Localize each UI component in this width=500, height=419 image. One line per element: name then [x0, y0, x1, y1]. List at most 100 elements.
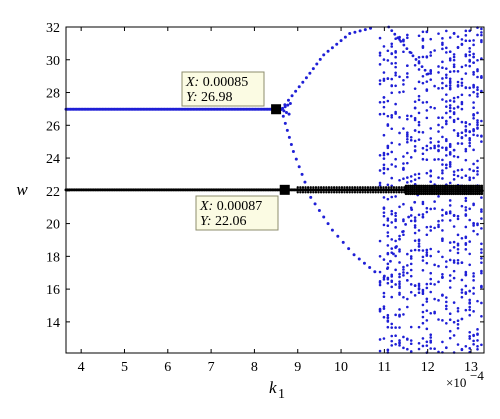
chaotic-point	[429, 37, 433, 41]
chaotic-point	[421, 337, 425, 340]
chaotic-point	[476, 344, 479, 348]
chaotic-point	[476, 347, 479, 351]
chaotic-point	[476, 232, 479, 236]
chaotic-point	[402, 83, 405, 86]
black-branch-point	[304, 191, 307, 194]
chaotic-point	[382, 100, 386, 104]
chaotic-point	[445, 346, 448, 349]
chaotic-point	[456, 46, 460, 49]
chaotic-point	[445, 166, 448, 170]
loop-upper-point	[297, 85, 301, 89]
chaotic-point	[429, 333, 433, 337]
chaotic-point	[398, 339, 401, 342]
chaotic-point	[402, 202, 405, 206]
black-dense-point	[456, 186, 460, 190]
black-dense-point	[448, 188, 451, 192]
chaotic-point	[394, 211, 397, 215]
datatip-lower[interactable]: X: 0.00087 Y: 22.06	[195, 184, 290, 231]
chaotic-point	[425, 253, 429, 257]
loop-upper-point	[399, 40, 403, 43]
black-dense-point	[415, 184, 419, 188]
chaotic-point	[406, 264, 409, 267]
chaotic-point	[480, 38, 483, 42]
datatip-marker	[279, 184, 290, 195]
black-dense-point	[465, 186, 468, 190]
black-branch-point	[366, 191, 370, 194]
chaotic-point	[460, 84, 464, 87]
chaotic-point	[452, 320, 456, 324]
chaotic-point	[433, 146, 436, 150]
chaotic-point	[409, 156, 413, 159]
chaotic-point	[468, 60, 472, 63]
chaotic-point	[460, 176, 464, 179]
chaotic-point	[445, 304, 448, 308]
chaotic-point	[460, 204, 464, 208]
chaotic-point	[386, 77, 390, 80]
chaotic-point	[421, 310, 425, 314]
chaotic-point	[394, 195, 397, 198]
chaotic-point	[464, 125, 468, 128]
black-dense-point	[467, 184, 471, 188]
black-branch-point	[340, 186, 344, 189]
black-dense-point	[432, 188, 436, 192]
black-branch-point	[332, 186, 336, 189]
chaotic-point	[421, 255, 425, 259]
chaotic-point	[472, 113, 475, 117]
chaotic-point	[409, 350, 413, 353]
black-dense-point	[452, 184, 455, 188]
chaotic-point	[425, 171, 429, 175]
chaotic-point	[448, 145, 452, 149]
chaotic-point	[437, 157, 440, 161]
black-dense-point	[441, 186, 445, 190]
datatip-x-line: X: 0.00085	[185, 75, 248, 90]
loop-upper-point	[408, 50, 412, 54]
black-branch-point	[392, 191, 396, 194]
chaotic-point	[413, 231, 417, 235]
datatip-marker	[271, 104, 282, 115]
black-dense-point	[452, 192, 455, 196]
chaotic-point	[456, 168, 460, 172]
black-dense-point	[476, 190, 479, 194]
chaotic-point	[409, 339, 413, 342]
x-tick-label: 6	[164, 360, 171, 375]
black-dense-point	[461, 188, 464, 192]
chaotic-point	[460, 93, 464, 97]
chaotic-point	[421, 269, 425, 272]
chaotic-point	[468, 218, 472, 222]
chaotic-point	[445, 260, 448, 263]
black-dense-point	[474, 184, 477, 188]
chaotic-point	[452, 170, 456, 173]
chaotic-point	[452, 276, 456, 280]
chaotic-point	[441, 135, 444, 139]
chaotic-point	[378, 54, 382, 57]
chaotic-point	[460, 348, 464, 352]
chaotic-point	[437, 219, 440, 223]
chaotic-point	[468, 176, 472, 179]
loop-upper-point	[311, 67, 315, 71]
chaotic-point	[382, 58, 386, 61]
chaotic-point	[464, 134, 468, 137]
loop-lower-point	[382, 274, 386, 278]
chaotic-point	[441, 47, 444, 51]
loop-lower-point	[386, 267, 389, 271]
datatip-upper[interactable]: X: 0.00085 Y: 26.98	[181, 71, 282, 115]
black-dense-point	[417, 184, 421, 188]
chaotic-point	[476, 121, 479, 124]
black-dense-point	[445, 188, 449, 192]
chaotic-point	[382, 295, 386, 298]
chaotic-point	[421, 30, 425, 34]
chaotic-point	[406, 252, 409, 256]
chaotic-point	[378, 63, 382, 66]
black-branch-point	[338, 191, 341, 194]
data-points-layer	[64, 25, 484, 354]
loop-lower-point	[401, 230, 404, 234]
chaotic-point	[441, 273, 444, 276]
black-dense-point	[458, 188, 462, 192]
black-dense-point	[417, 186, 421, 190]
black-dense-point	[450, 188, 453, 192]
chaotic-point	[413, 178, 417, 181]
black-branch-point	[301, 191, 305, 194]
chaotic-point	[390, 62, 394, 65]
chaotic-point	[386, 325, 390, 329]
black-branch-point	[322, 191, 325, 194]
